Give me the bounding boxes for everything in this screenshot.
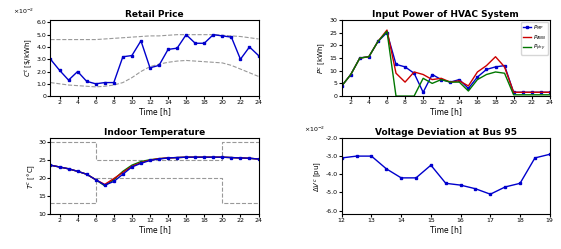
X-axis label: Time [h]: Time [h] [430, 225, 462, 234]
Text: $\times10^{-2}$: $\times10^{-2}$ [13, 7, 34, 16]
Title: Indoor Temperature: Indoor Temperature [104, 128, 205, 137]
X-axis label: Time [h]: Time [h] [139, 225, 171, 234]
Title: Input Power of HVAC System: Input Power of HVAC System [373, 10, 519, 19]
X-axis label: Time [h]: Time [h] [430, 107, 462, 116]
Legend: $P_{MP}$, $P_{ANN}$, $P_{phy}$: $P_{MP}$, $P_{ANN}$, $P_{phy}$ [521, 22, 548, 55]
X-axis label: Time [h]: Time [h] [139, 107, 171, 116]
Y-axis label: $C^t$ [\$/kWh]: $C^t$ [\$/kWh] [22, 39, 35, 77]
Text: $\times10^{-2}$: $\times10^{-2}$ [304, 125, 325, 134]
Y-axis label: $P^c$ [kWh]: $P^c$ [kWh] [317, 42, 328, 74]
Title: Voltage Deviation at Bus 95: Voltage Deviation at Bus 95 [375, 128, 517, 137]
Y-axis label: $\Delta V^c$ [pu]: $\Delta V^c$ [pu] [312, 161, 324, 191]
Y-axis label: $T^c$ [°C]: $T^c$ [°C] [26, 164, 37, 189]
Title: Retail Price: Retail Price [125, 10, 184, 19]
